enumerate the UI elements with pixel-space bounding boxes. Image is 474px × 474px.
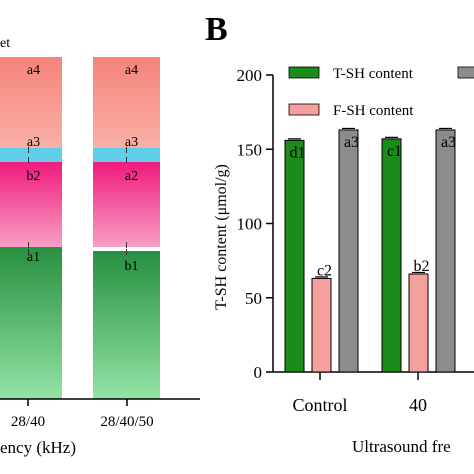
bar-b-2-1 xyxy=(435,129,456,373)
x-tick-label-a-2: 28/40/50 xyxy=(100,414,153,430)
bar-label-b-0-0: d1 xyxy=(290,144,306,161)
stack-label-a-1-3: a4 xyxy=(125,63,138,78)
legend-label-tsh: T-SH content xyxy=(333,66,414,82)
bar-b-0-1 xyxy=(381,138,402,373)
stack-seg-a-0-1 xyxy=(0,162,62,247)
bar-b-1-0 xyxy=(311,277,332,373)
stack-label-a-0-3: a4 xyxy=(27,63,40,78)
bar-b-2-0 xyxy=(338,129,359,373)
legend-label-fsh: F-SH content xyxy=(333,103,414,119)
stack-seg-a-1-3 xyxy=(93,57,160,148)
y-tick-label-b-2: 100 xyxy=(237,215,263,234)
panel-label-b: B xyxy=(205,11,228,48)
legend-fragment: et xyxy=(0,36,10,51)
legend-swatch-gray xyxy=(457,66,474,79)
stack-label-a-0-2: a3 xyxy=(27,135,40,150)
x-axis-title-a: ency (kHz) xyxy=(0,438,76,457)
bar-label-b-2-0: a3 xyxy=(344,134,359,151)
legend-swatch-fsh xyxy=(288,103,320,116)
x-axis-title-b: Ultrasound fre xyxy=(352,437,451,456)
stack-label-a-0-0: a1 xyxy=(27,250,40,265)
stack-label-a-1-0: b1 xyxy=(125,259,139,274)
bar-b-0-0 xyxy=(284,139,305,373)
panel-b: B T-SH content (μmol/g) 0 50 100 150 200 d1 c… xyxy=(205,11,474,456)
bar-label-b-1-1: b2 xyxy=(414,258,430,275)
stack-label-a-0-1: b2 xyxy=(27,169,41,184)
bar-label-b-0-1: c1 xyxy=(387,143,402,160)
y-axis-title-b: T-SH content (μmol/g) xyxy=(213,164,230,310)
stack-seg-a-1-0 xyxy=(93,251,160,399)
legend-swatch-tsh xyxy=(288,66,320,79)
stack-seg-a-0-2 xyxy=(0,148,62,162)
x-tick-label-a-1: 28/40 xyxy=(11,414,45,430)
y-tick-label-b-4: 200 xyxy=(237,66,263,85)
panel-a: et a1 b2 a3 a4 b1 a2 a3 a4 28/40 28/40/50 ency … xyxy=(0,36,200,457)
stack-seg-a-1-2 xyxy=(93,148,160,162)
stack-seg-a-1-1 xyxy=(93,162,160,247)
y-tick-label-b-1: 50 xyxy=(245,289,262,308)
stack-label-a-1-2: a3 xyxy=(125,135,138,150)
bar-label-b-1-0: c2 xyxy=(317,262,332,279)
x-tick-label-b-2: 40 xyxy=(409,395,427,415)
bar-b-1-1 xyxy=(408,273,429,373)
y-tick-label-b-3: 150 xyxy=(237,140,263,159)
stack-seg-a-0-3 xyxy=(0,57,62,148)
stack-label-a-1-1: a2 xyxy=(125,169,138,184)
x-tick-label-b-1: Control xyxy=(292,395,347,415)
stack-seg-a-0-0 xyxy=(0,247,62,399)
bar-label-b-2-1: a3 xyxy=(441,134,456,151)
y-tick-label-b-0: 0 xyxy=(254,363,263,382)
